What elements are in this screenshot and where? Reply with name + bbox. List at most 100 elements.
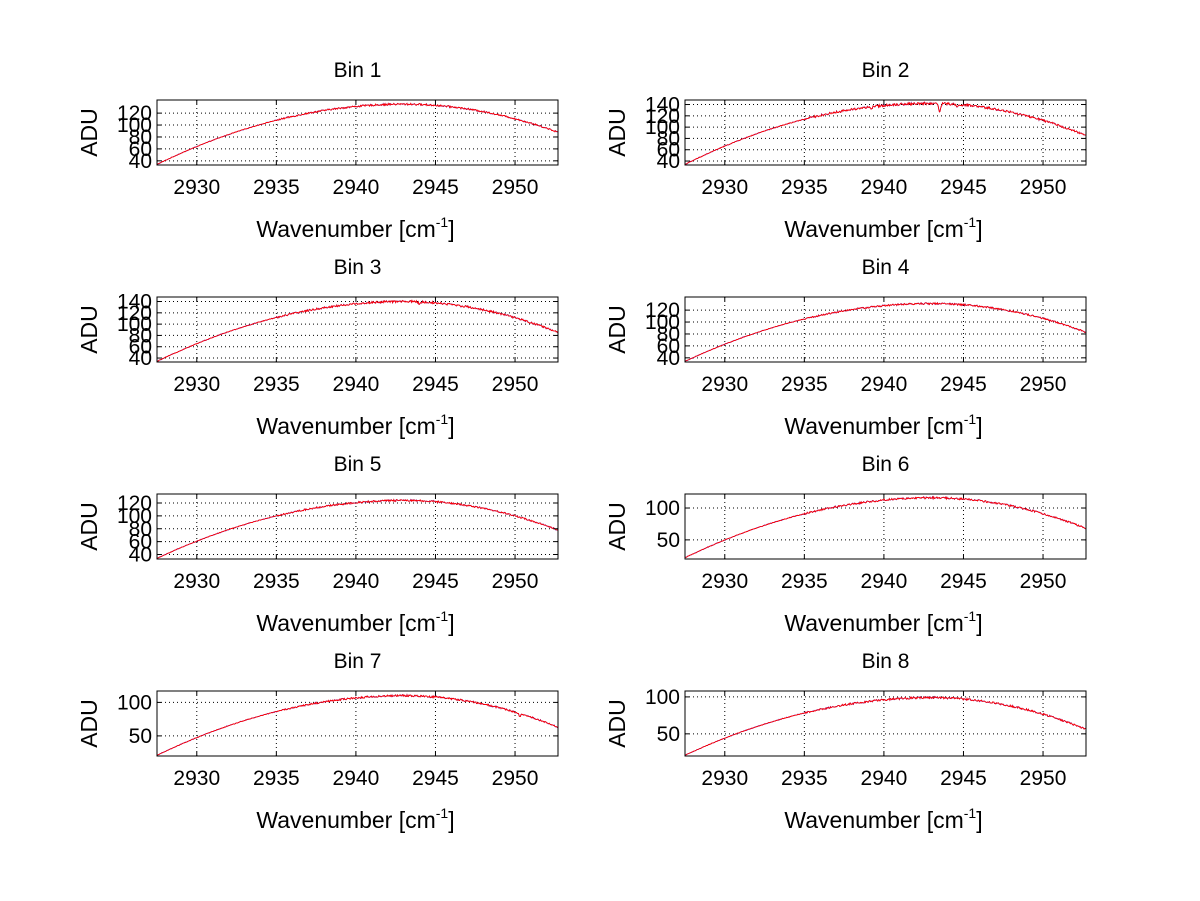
y-tick-label: 100 bbox=[117, 114, 152, 137]
x-tick-label: 2945 bbox=[412, 176, 459, 199]
y-tick-label: 80 bbox=[129, 126, 152, 149]
x-axis-label-main: Wavenumber [cm bbox=[256, 610, 435, 636]
x-tick-label: 2950 bbox=[492, 176, 539, 199]
series-line-red bbox=[156, 299, 559, 362]
y-axis-label: ADU bbox=[604, 502, 630, 551]
x-tick-label: 2945 bbox=[412, 373, 459, 396]
x-axis-label: Wavenumber [cm-1] bbox=[256, 608, 454, 636]
series-line-blue bbox=[684, 495, 1087, 559]
y-tick-label: 60 bbox=[129, 531, 152, 554]
series-line-red bbox=[156, 102, 559, 165]
x-axis-label-superscript: -1 bbox=[436, 805, 449, 821]
subplot-title: Bin 5 bbox=[334, 453, 382, 476]
x-axis-label: Wavenumber [cm-1] bbox=[784, 805, 982, 833]
y-tick-label: 80 bbox=[129, 324, 152, 347]
x-axis-label: Wavenumber [cm-1] bbox=[256, 411, 454, 439]
x-axis-label-superscript: -1 bbox=[964, 411, 977, 427]
y-tick-label: 40 bbox=[657, 150, 680, 173]
x-tick-label: 2940 bbox=[333, 176, 380, 199]
y-tick-label: 60 bbox=[129, 138, 152, 161]
y-tick-label: 120 bbox=[645, 105, 680, 128]
subplot-6: 2930 2935 2940 2945 2950 50 100 Bin 6 ADU Wavenum… bbox=[604, 453, 1087, 636]
series-line-blue bbox=[684, 101, 1087, 165]
x-tick-label: 2950 bbox=[1020, 176, 1067, 199]
x-tick-label: 2930 bbox=[701, 373, 748, 396]
x-tick-label: 2945 bbox=[940, 570, 987, 593]
y-tick-label: 120 bbox=[645, 299, 680, 322]
x-axis-label-end: ] bbox=[448, 413, 454, 439]
y-tick-label: 80 bbox=[657, 127, 680, 150]
y-tick-label: 140 bbox=[645, 94, 680, 117]
y-tick-label: 50 bbox=[129, 725, 152, 748]
subplot-8: 2930 2935 2940 2945 2950 50 100 Bin 8 ADU Wavenum… bbox=[604, 650, 1087, 833]
x-axis-label-main: Wavenumber [cm bbox=[784, 216, 963, 242]
y-tick-label: 50 bbox=[657, 723, 680, 746]
x-tick-label: 2940 bbox=[861, 373, 908, 396]
x-axis-label: Wavenumber [cm-1] bbox=[784, 608, 982, 636]
x-tick-label: 2930 bbox=[701, 176, 748, 199]
series-line-blue bbox=[156, 102, 559, 165]
x-tick-label: 2945 bbox=[940, 767, 987, 790]
subplot-title: Bin 2 bbox=[862, 59, 910, 82]
x-tick-label: 2940 bbox=[861, 767, 908, 790]
x-axis-label: Wavenumber [cm-1] bbox=[784, 214, 982, 242]
axes-box bbox=[156, 690, 559, 757]
y-axis-label: ADU bbox=[76, 502, 102, 551]
series-line-blue bbox=[156, 299, 559, 362]
x-axis-label-end: ] bbox=[448, 216, 454, 242]
y-tick-label: 100 bbox=[117, 313, 152, 336]
series-line-red bbox=[157, 693, 559, 756]
x-axis-label-main: Wavenumber [cm bbox=[784, 413, 963, 439]
y-tick-label: 100 bbox=[645, 497, 680, 520]
x-tick-label: 2930 bbox=[701, 570, 748, 593]
x-axis-label-end: ] bbox=[976, 413, 982, 439]
subplot-title: Bin 4 bbox=[862, 256, 910, 279]
x-axis-label-end: ] bbox=[976, 807, 982, 833]
series-line-red bbox=[684, 301, 1087, 362]
x-tick-label: 2950 bbox=[1020, 373, 1067, 396]
series-line-blue bbox=[685, 695, 1087, 756]
x-axis-label-main: Wavenumber [cm bbox=[784, 610, 963, 636]
x-tick-label: 2940 bbox=[333, 767, 380, 790]
x-tick-label: 2935 bbox=[781, 570, 828, 593]
x-tick-label: 2935 bbox=[781, 176, 828, 199]
x-tick-label: 2935 bbox=[781, 767, 828, 790]
y-tick-label: 40 bbox=[129, 347, 152, 370]
y-tick-label: 60 bbox=[129, 336, 152, 359]
series-line-red bbox=[156, 498, 559, 559]
x-axis-label-superscript: -1 bbox=[436, 214, 449, 230]
y-axis-label: ADU bbox=[604, 305, 630, 354]
y-tick-label: 140 bbox=[117, 291, 152, 314]
y-tick-label: 100 bbox=[117, 691, 152, 714]
axes-box bbox=[684, 690, 1087, 757]
x-tick-label: 2935 bbox=[253, 373, 300, 396]
axes-box bbox=[156, 296, 559, 363]
subplot-title: Bin 6 bbox=[862, 453, 910, 476]
series-line-red bbox=[685, 101, 1087, 165]
x-tick-label: 2950 bbox=[1020, 767, 1067, 790]
x-tick-label: 2945 bbox=[412, 767, 459, 790]
x-tick-label: 2945 bbox=[940, 373, 987, 396]
x-tick-label: 2945 bbox=[412, 570, 459, 593]
y-tick-label: 100 bbox=[117, 505, 152, 528]
y-tick-label: 40 bbox=[129, 150, 152, 173]
x-axis-label: Wavenumber [cm-1] bbox=[256, 805, 454, 833]
y-axis-label: ADU bbox=[604, 699, 630, 748]
x-tick-label: 2930 bbox=[173, 176, 220, 199]
x-tick-label: 2940 bbox=[333, 373, 380, 396]
y-tick-label: 120 bbox=[117, 492, 152, 515]
y-tick-label: 100 bbox=[645, 116, 680, 139]
y-tick-label: 100 bbox=[645, 686, 680, 709]
x-axis-label-end: ] bbox=[976, 610, 982, 636]
x-tick-label: 2930 bbox=[173, 767, 220, 790]
x-tick-label: 2945 bbox=[940, 176, 987, 199]
y-axis-label: ADU bbox=[76, 699, 102, 748]
x-axis-label-end: ] bbox=[448, 807, 454, 833]
x-tick-label: 2940 bbox=[861, 176, 908, 199]
x-tick-label: 2950 bbox=[492, 767, 539, 790]
x-axis-label-main: Wavenumber [cm bbox=[256, 216, 435, 242]
x-axis-label-superscript: -1 bbox=[964, 608, 977, 624]
x-tick-label: 2930 bbox=[701, 767, 748, 790]
